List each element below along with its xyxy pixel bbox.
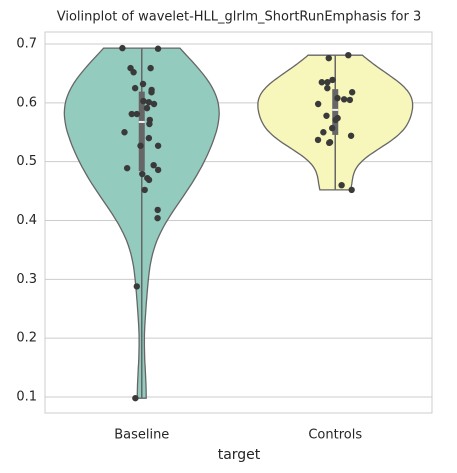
y-tick-label: 0.7 [16, 37, 37, 52]
strip-point [139, 170, 146, 178]
strip-point [348, 186, 355, 194]
strip-point [314, 100, 322, 108]
strip-point [145, 134, 153, 142]
median [138, 120, 145, 123]
strip-point [325, 54, 332, 62]
strip-point [147, 64, 154, 72]
quartile-box [138, 91, 145, 171]
strip-point [154, 142, 162, 149]
strip-point [340, 96, 348, 103]
strip-point [127, 64, 134, 72]
median [332, 108, 339, 111]
strip-point [133, 110, 141, 118]
strip-point [132, 394, 139, 402]
strip-point [338, 182, 345, 189]
y-tick-label: 0.3 [16, 272, 37, 287]
y-tick-label: 0.2 [16, 331, 37, 346]
chart-title: Violinplot of wavelet-HLL_glrlm_ShortRun… [57, 10, 422, 25]
strip-point [326, 139, 333, 147]
y-tick-label: 0.4 [16, 213, 37, 228]
strip-point [345, 51, 352, 59]
strip-point [154, 206, 161, 214]
y-tick-label: 0.1 [16, 389, 37, 404]
y-tick-label: 0.6 [16, 95, 37, 110]
strip-point [332, 116, 339, 124]
strip-point [148, 86, 155, 94]
strip-point [314, 136, 322, 144]
y-tick-label: 0.5 [16, 154, 37, 169]
strip-point [323, 112, 330, 119]
plot-frame [44, 31, 433, 414]
strip-point [346, 96, 354, 104]
strip-point [146, 120, 153, 128]
strip-point [334, 94, 341, 102]
strip-point [144, 174, 151, 182]
strip-point [123, 164, 131, 172]
strip-point [128, 110, 135, 118]
strip-point [329, 124, 336, 132]
strip-point [324, 84, 331, 92]
strip-point [154, 166, 162, 174]
strip-point [320, 129, 327, 136]
strip-point [140, 97, 147, 105]
strip-point [139, 80, 147, 88]
strip-point [329, 76, 336, 84]
strip-point [119, 44, 126, 52]
strip-point [131, 84, 139, 92]
strip-point [121, 129, 128, 136]
strip-point [150, 161, 157, 169]
strip-point [150, 100, 158, 108]
strip-point [154, 45, 162, 52]
x-tick-label: Baseline [114, 428, 169, 443]
strip-point [143, 104, 151, 112]
x-tick-label: Controls [308, 428, 362, 443]
strip-point [145, 99, 153, 106]
strip-point [318, 79, 326, 86]
strip-point [137, 142, 144, 149]
strip-point [154, 214, 161, 222]
strip-point [348, 89, 356, 96]
x-axis-label: target [218, 447, 261, 463]
strip-point [133, 283, 141, 290]
strip-point [347, 132, 355, 139]
strip-point [141, 186, 148, 194]
strip-point [324, 79, 331, 86]
quartile-box [332, 89, 339, 135]
